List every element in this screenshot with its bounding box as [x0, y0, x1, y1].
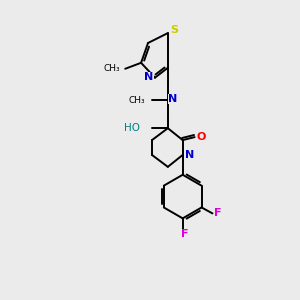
Text: O: O	[197, 132, 206, 142]
Text: N: N	[144, 72, 154, 82]
Text: F: F	[181, 229, 188, 239]
Text: S: S	[170, 25, 178, 35]
Text: HO: HO	[124, 123, 140, 133]
Text: CH₃: CH₃	[104, 64, 120, 73]
Text: N: N	[168, 94, 177, 104]
Text: N: N	[185, 150, 194, 160]
Text: F: F	[214, 208, 221, 218]
Text: CH₃: CH₃	[128, 96, 145, 105]
